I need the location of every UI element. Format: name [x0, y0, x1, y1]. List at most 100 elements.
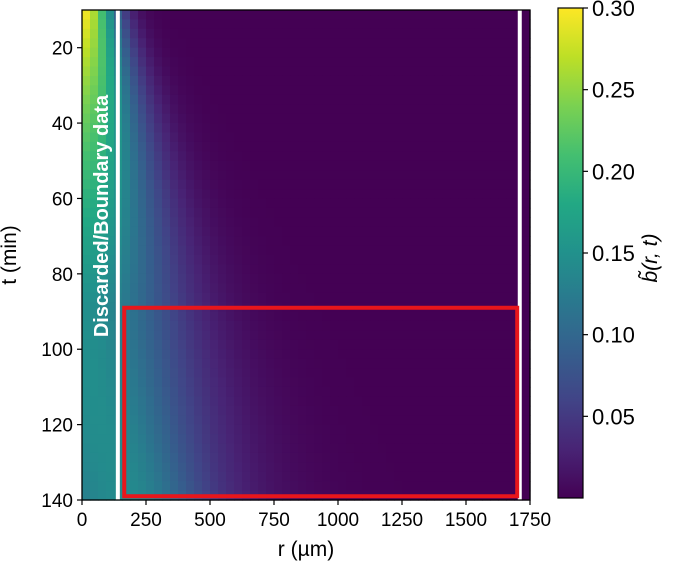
heatmap-cell: [362, 339, 371, 350]
heatmap-cell: [298, 47, 307, 58]
heatmap-cell: [258, 207, 267, 218]
heatmap-cell: [434, 358, 443, 369]
heatmap-cell: [122, 424, 131, 435]
heatmap-cell: [378, 245, 387, 256]
heatmap-cell: [90, 189, 99, 200]
heatmap-cell: [146, 85, 155, 96]
heatmap-cell: [346, 349, 355, 360]
heatmap-cell: [138, 330, 147, 341]
heatmap-cell: [250, 245, 259, 256]
heatmap-cell: [490, 377, 499, 388]
heatmap-cell: [474, 47, 483, 58]
heatmap-cell: [394, 255, 403, 266]
heatmap-cell: [130, 462, 139, 473]
heatmap-cell: [426, 377, 435, 388]
heatmap-cell: [354, 255, 363, 266]
heatmap-cell: [234, 368, 243, 379]
heatmap-cell: [314, 151, 323, 162]
heatmap-cell: [210, 462, 219, 473]
heatmap-cell: [346, 434, 355, 445]
heatmap-cell: [282, 405, 291, 416]
heatmap-cell: [314, 245, 323, 256]
heatmap-cell: [106, 217, 115, 228]
heatmap-cell: [162, 471, 171, 482]
heatmap-cell: [370, 28, 379, 39]
heatmap-cell: [410, 273, 419, 284]
heatmap-cell: [322, 19, 331, 30]
heatmap-cell: [106, 94, 115, 105]
heatmap-cell: [202, 94, 211, 105]
heatmap-cell: [450, 264, 459, 275]
heatmap-cell: [194, 434, 203, 445]
heatmap-cell: [146, 28, 155, 39]
heatmap-cell: [498, 443, 507, 454]
heatmap-cell: [178, 179, 187, 190]
heatmap-cell: [418, 311, 427, 322]
heatmap-cell: [306, 245, 315, 256]
heatmap-cell: [122, 123, 131, 134]
heatmap-cell: [338, 123, 347, 134]
heatmap-cell: [250, 57, 259, 68]
heatmap-cell: [170, 349, 179, 360]
heatmap-cell: [306, 85, 315, 96]
heatmap-cell: [394, 245, 403, 256]
heatmap-cell: [434, 368, 443, 379]
heatmap-cell: [338, 462, 347, 473]
heatmap-cell: [242, 283, 251, 294]
heatmap-cell: [522, 302, 531, 313]
heatmap-cell: [298, 94, 307, 105]
heatmap-cell: [122, 273, 131, 284]
heatmap-cell: [338, 94, 347, 105]
heatmap-cell: [98, 462, 107, 473]
heatmap-cell: [130, 320, 139, 331]
heatmap-cell: [378, 19, 387, 30]
heatmap-cell: [498, 320, 507, 331]
heatmap-cell: [282, 434, 291, 445]
heatmap-cell: [378, 481, 387, 492]
heatmap-cell: [218, 226, 227, 237]
heatmap-cell: [306, 123, 315, 134]
heatmap-cell: [442, 405, 451, 416]
heatmap-cell: [498, 141, 507, 152]
heatmap-cell: [178, 462, 187, 473]
heatmap-cell: [330, 292, 339, 303]
heatmap-cell: [226, 66, 235, 77]
heatmap-cell: [482, 104, 491, 115]
heatmap-cell: [234, 123, 243, 134]
heatmap-cell: [450, 94, 459, 105]
heatmap-cell: [370, 462, 379, 473]
heatmap-cell: [162, 424, 171, 435]
heatmap-cell: [314, 57, 323, 68]
heatmap-cell: [90, 236, 99, 247]
heatmap-cell: [458, 104, 467, 115]
heatmap-cell: [466, 396, 475, 407]
heatmap-cell: [90, 283, 99, 294]
heatmap-cell: [154, 481, 163, 492]
heatmap-cell: [178, 226, 187, 237]
heatmap-cell: [442, 349, 451, 360]
heatmap-cell: [162, 198, 171, 209]
heatmap-cell: [274, 368, 283, 379]
heatmap-cell: [450, 452, 459, 463]
heatmap-cell: [410, 151, 419, 162]
heatmap-cell: [202, 481, 211, 492]
heatmap-cell: [274, 132, 283, 143]
heatmap-cell: [330, 339, 339, 350]
heatmap-cell: [258, 424, 267, 435]
heatmap-cell: [162, 10, 171, 21]
heatmap-cell: [450, 141, 459, 152]
heatmap-cell: [138, 462, 147, 473]
heatmap-cell: [458, 405, 467, 416]
heatmap-cell: [162, 236, 171, 247]
heatmap-cell: [130, 245, 139, 256]
heatmap-cell: [474, 368, 483, 379]
heatmap-cell: [162, 339, 171, 350]
heatmap-cell: [490, 57, 499, 68]
heatmap-cell: [458, 207, 467, 218]
heatmap-cell: [458, 47, 467, 58]
heatmap-cell: [418, 75, 427, 86]
heatmap-cell: [274, 226, 283, 237]
heatmap-cell: [354, 396, 363, 407]
heatmap-cell: [466, 245, 475, 256]
heatmap-cell: [202, 160, 211, 171]
